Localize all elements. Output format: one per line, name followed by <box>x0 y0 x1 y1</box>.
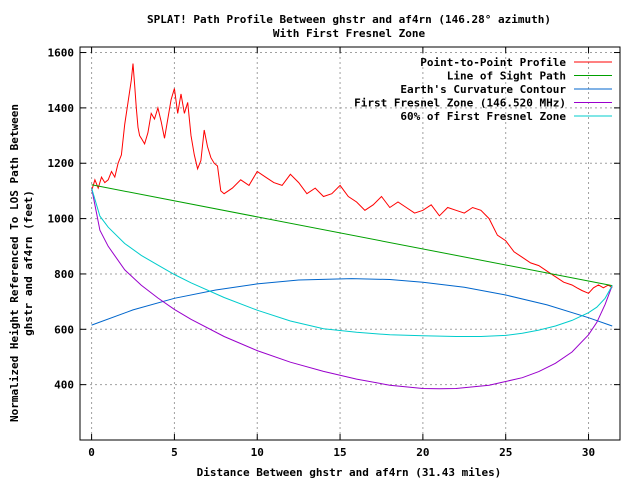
chart-subtitle: With First Fresnel Zone <box>273 27 426 40</box>
y-tick-label: 600 <box>54 323 74 336</box>
x-tick-label: 5 <box>171 446 178 459</box>
series-group <box>91 63 613 390</box>
series-line-5 <box>91 187 613 337</box>
series-line-2 <box>91 184 613 287</box>
y-tick-label: 1400 <box>48 102 75 115</box>
y-tick-label: 1200 <box>48 157 75 170</box>
y-tick-label: 800 <box>54 268 74 281</box>
y-axis-label-line2: ghstr and af4rn (feet) <box>22 190 35 336</box>
y-tick-label: 400 <box>54 379 74 392</box>
x-tick-label: 15 <box>333 446 346 459</box>
x-tick-label: 30 <box>582 446 595 459</box>
chart-title: SPLAT! Path Profile Between ghstr and af… <box>147 13 551 26</box>
series-line-3 <box>91 278 613 327</box>
plot-frame <box>79 46 621 441</box>
y-tick-label: 1600 <box>48 47 75 60</box>
y-axis-label-line1: Normalized Height Referenced To LOS Path… <box>8 104 21 422</box>
y-tick-label: 1000 <box>48 213 75 226</box>
legend-label: First Fresnel Zone (146.520 MHz) <box>354 97 566 110</box>
axis-ticks: 0 5 10 15 20 25 30 400 600 800 1000 1200 1400 1600 <box>48 47 620 459</box>
x-tick-label: 25 <box>499 446 512 459</box>
legend-label: Earth's Curvature Contour <box>400 83 566 96</box>
legend-label: 60% of First Fresnel Zone <box>400 110 566 123</box>
series-line-1 <box>91 63 613 294</box>
x-tick-label: 0 <box>88 446 95 459</box>
x-axis-label: Distance Between ghstr and af4rn (31.43 … <box>197 466 502 479</box>
x-tick-label: 20 <box>416 446 429 459</box>
series-line-4 <box>91 188 613 390</box>
legend-label: Point-to-Point Profile <box>420 56 566 69</box>
x-tick-label: 10 <box>251 446 264 459</box>
legend-label: Line of Sight Path <box>447 70 566 83</box>
